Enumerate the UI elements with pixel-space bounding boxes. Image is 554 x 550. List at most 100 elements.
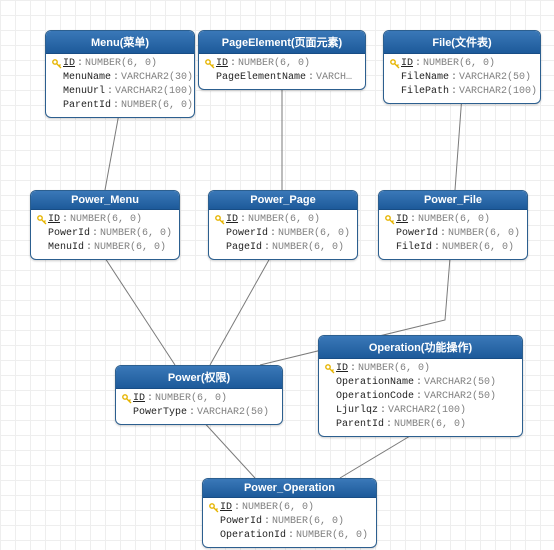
- attr-row: PowerType:VARCHAR2(50): [121, 406, 277, 420]
- attr-sep: :: [413, 57, 423, 71]
- entity-header: Power_Page: [209, 191, 357, 210]
- key-icon: [384, 215, 396, 225]
- key-slot-empty: [204, 73, 216, 83]
- entity-header: Power_File: [379, 191, 527, 210]
- attr-row: ID:NUMBER(6, 0): [324, 362, 517, 376]
- attr-row: PageElementName:VARCH…: [204, 71, 360, 85]
- attr-name: ID: [48, 213, 60, 227]
- attr-type: NUMBER(6, 0): [238, 57, 310, 71]
- attr-sep: :: [75, 57, 85, 71]
- attr-row: PowerId:NUMBER(6, 0): [36, 227, 174, 241]
- entity-operation[interactable]: Operation(功能操作) ID:NUMBER(6, 0)OperationN…: [318, 335, 523, 437]
- attr-name: OperationName: [336, 376, 414, 390]
- entity-powerFile[interactable]: Power_File ID:NUMBER(6, 0)PowerId:NUMBER(…: [378, 190, 528, 260]
- key-icon: [214, 215, 226, 225]
- attr-row: MenuUrl:VARCHAR2(100): [51, 85, 189, 99]
- attr-row: MenuId:NUMBER(6, 0): [36, 241, 174, 255]
- attr-name: FileId: [396, 241, 432, 255]
- key-icon: [204, 59, 216, 69]
- key-slot-empty: [208, 531, 220, 541]
- attr-sep: :: [286, 529, 296, 543]
- entity-body: ID:NUMBER(6, 0)PowerType:VARCHAR2(50): [116, 389, 282, 424]
- key-slot-empty: [389, 87, 401, 97]
- key-slot-empty: [36, 229, 48, 239]
- entity-header: File(文件表): [384, 31, 540, 54]
- entity-menu[interactable]: Menu(菜单)ID:NUMBER(6, 0)MenuName:VARCHAR2…: [45, 30, 195, 118]
- attr-sep: :: [238, 213, 248, 227]
- attr-name: PowerId: [226, 227, 268, 241]
- attr-name: PageElementName: [216, 71, 306, 85]
- attr-row: Ljurlqz:VARCHAR2(100): [324, 404, 517, 418]
- attr-sep: :: [145, 392, 155, 406]
- attr-name: FilePath: [401, 85, 449, 99]
- attr-name: MenuId: [48, 241, 84, 255]
- entity-pageElement[interactable]: PageElement(页面元素)ID:NUMBER(6, 0)PageElem…: [198, 30, 366, 90]
- entity-powerOperation[interactable]: Power_OperationID:NUMBER(6, 0)PowerId:NU…: [202, 478, 377, 548]
- attr-type: NUMBER(6, 0): [248, 213, 320, 227]
- key-slot-empty: [51, 101, 63, 111]
- attr-name: PageId: [226, 241, 262, 255]
- attr-sep: :: [60, 213, 70, 227]
- attr-sep: :: [90, 227, 100, 241]
- key-slot-empty: [384, 229, 396, 239]
- attr-type: VARCHAR2(100): [459, 85, 537, 99]
- key-slot-empty: [121, 408, 133, 418]
- entity-powerMenu[interactable]: Power_MenuID:NUMBER(6, 0)PowerId:NUMBER(…: [30, 190, 180, 260]
- attr-name: PowerType: [133, 406, 187, 420]
- attr-name: ID: [336, 362, 348, 376]
- key-slot-empty: [214, 229, 226, 239]
- entity-header: Power(权限): [116, 366, 282, 389]
- attr-row: ID:NUMBER(6, 0): [389, 57, 535, 71]
- attr-name: OperationCode: [336, 390, 414, 404]
- key-slot-empty: [384, 243, 396, 253]
- attr-row: ID:NUMBER(6, 0): [384, 213, 522, 227]
- entity-header: Power_Operation: [203, 479, 376, 498]
- entity-file[interactable]: File(文件表) ID:NUMBER(6, 0)FileName: VARCHAR…: [383, 30, 541, 104]
- attr-row: PowerId:NUMBER(6, 0): [384, 227, 522, 241]
- attr-name: OperationId: [220, 529, 286, 543]
- attr-type: VARCHAR2(100): [115, 85, 193, 99]
- attr-type: VARCHAR2(50): [459, 71, 531, 85]
- attr-name: FileName: [401, 71, 449, 85]
- attr-name: ID: [396, 213, 408, 227]
- attr-sep: :: [111, 99, 121, 113]
- attr-type: NUMBER(6, 0): [278, 227, 350, 241]
- key-icon: [324, 364, 336, 374]
- attr-type: VARCHAR2(50): [424, 390, 496, 404]
- attr-sep: :: [268, 227, 278, 241]
- attr-sep: :: [84, 241, 94, 255]
- attr-row: ID:NUMBER(6, 0): [204, 57, 360, 71]
- attr-type: VARCH…: [316, 71, 352, 85]
- entity-power[interactable]: Power(权限)ID:NUMBER(6, 0)PowerType:VARCHA…: [115, 365, 283, 425]
- entity-header: Power_Menu: [31, 191, 179, 210]
- attr-name: Ljurlqz: [336, 404, 378, 418]
- attr-type: VARCHAR2(100): [388, 404, 466, 418]
- attr-type: NUMBER(6, 0): [70, 213, 142, 227]
- attr-name: PowerId: [48, 227, 90, 241]
- attr-row: OperationName:VARCHAR2(50): [324, 376, 517, 390]
- attr-sep: :: [105, 85, 115, 99]
- attr-sep: :: [384, 418, 394, 432]
- key-slot-empty: [214, 243, 226, 253]
- attr-sep: :: [187, 406, 197, 420]
- attr-row: ID:NUMBER(6, 0): [214, 213, 352, 227]
- attr-type: NUMBER(6, 0): [155, 392, 227, 406]
- entity-header: Operation(功能操作): [319, 336, 522, 359]
- attr-row: ParentId:NUMBER(6, 0): [324, 418, 517, 432]
- attr-type: NUMBER(6, 0): [94, 241, 166, 255]
- entity-powerPage[interactable]: Power_PageID:NUMBER(6, 0)PowerId:NUMBER(…: [208, 190, 358, 260]
- attr-type: NUMBER(6, 0): [100, 227, 172, 241]
- key-icon: [36, 215, 48, 225]
- attr-sep: :: [348, 362, 358, 376]
- entity-header: Menu(菜单): [46, 31, 194, 54]
- attr-sep: :: [306, 71, 316, 85]
- attr-row: MenuName:VARCHAR2(30): [51, 71, 189, 85]
- attr-row: FilePath:VARCHAR2(100): [389, 85, 535, 99]
- attr-name: ID: [216, 57, 228, 71]
- attr-name: MenuName: [63, 71, 111, 85]
- attr-row: FileId:NUMBER(6, 0): [384, 241, 522, 255]
- attr-sep: :: [438, 227, 448, 241]
- attr-name: MenuUrl: [63, 85, 105, 99]
- key-icon: [208, 503, 220, 513]
- attr-type: NUMBER(6, 0): [448, 227, 520, 241]
